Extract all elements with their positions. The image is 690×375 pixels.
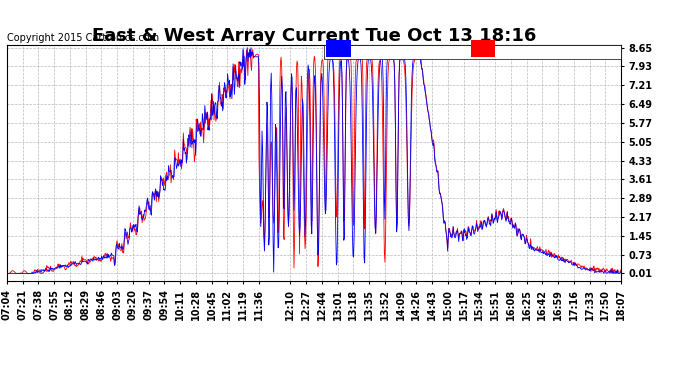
Title: East & West Array Current Tue Oct 13 18:16: East & West Array Current Tue Oct 13 18:… <box>92 27 536 45</box>
Legend: East Array (DC Amps), West Array (DC Amps): East Array (DC Amps), West Array (DC Amp… <box>324 45 621 59</box>
Text: Copyright 2015 Cartronics.com: Copyright 2015 Cartronics.com <box>7 33 159 43</box>
